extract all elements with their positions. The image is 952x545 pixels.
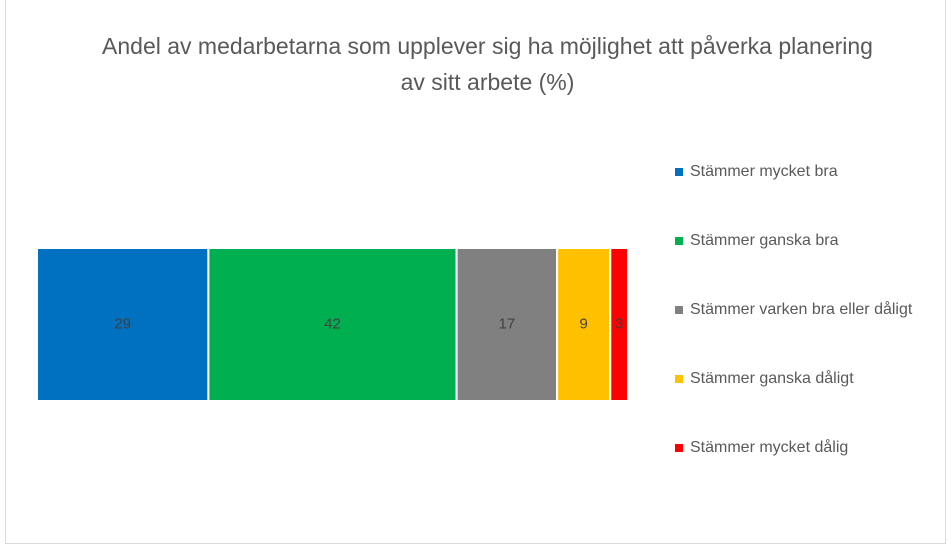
bar-segment — [207, 247, 458, 402]
legend-item: Stämmer varken bra eller dåligt — [675, 297, 950, 323]
chart-title: Andel av medarbetarna som upplever sig h… — [102, 33, 873, 95]
legend-label: Stämmer varken bra eller dåligt — [690, 301, 913, 318]
legend-item: Stämmer ganska dåligt — [675, 366, 950, 392]
legend-swatch — [675, 306, 683, 314]
legend-swatch — [675, 168, 683, 176]
legend-item: Stämmer mycket bra — [675, 159, 950, 185]
legend-swatch — [675, 444, 683, 452]
legend-swatch — [675, 237, 683, 245]
data-label: 3 — [615, 315, 623, 332]
bar-segment — [556, 247, 612, 402]
legend-item: Stämmer ganska bra — [675, 228, 950, 254]
bar-segment — [455, 247, 559, 402]
data-label: 17 — [499, 315, 516, 332]
chart-frame — [5, 0, 946, 544]
bar-segment — [36, 247, 210, 402]
bar-segment — [609, 247, 630, 402]
legend-item: Stämmer mycket dålig — [675, 435, 950, 461]
data-label: 9 — [580, 315, 588, 332]
legend-label: Stämmer mycket dålig — [690, 439, 849, 456]
data-label: 29 — [114, 315, 131, 332]
legend-label: Stämmer ganska bra — [690, 232, 839, 249]
legend-swatch — [675, 375, 683, 383]
legend-label: Stämmer mycket bra — [690, 163, 838, 180]
data-label: 42 — [324, 315, 341, 332]
legend-label: Stämmer ganska dåligt — [690, 370, 854, 387]
